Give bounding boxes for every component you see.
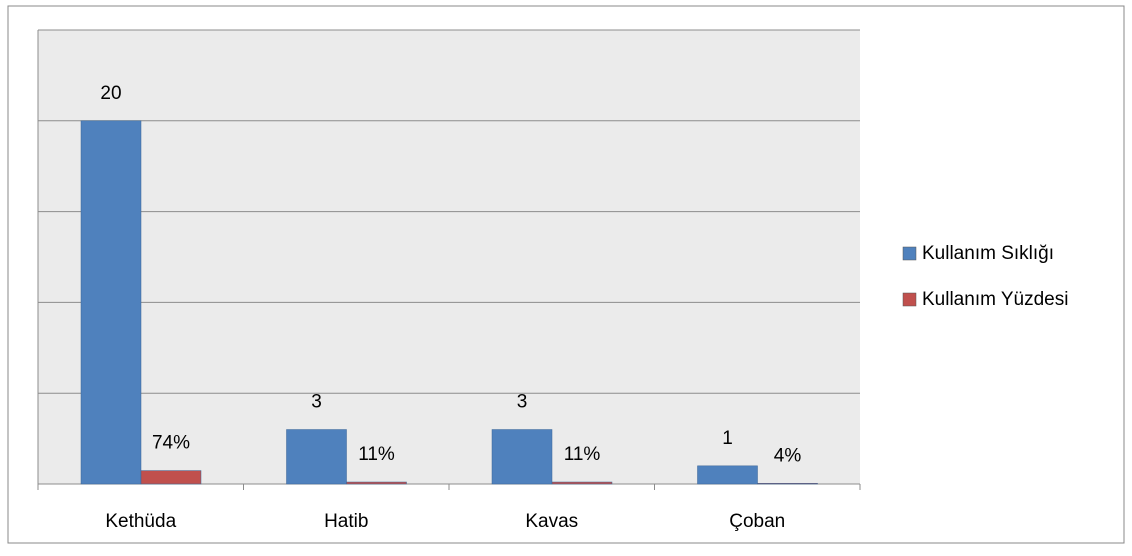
data-label: 3	[517, 392, 528, 413]
legend-label: Kullanım Yüzdesi	[922, 289, 1068, 310]
data-label: 4%	[774, 445, 802, 466]
x-tick-label: Kethüda	[105, 511, 176, 532]
data-label: 11%	[564, 444, 601, 465]
legend-swatch	[902, 292, 917, 307]
bar	[757, 483, 818, 485]
data-label: 11%	[358, 444, 395, 465]
x-tick-label: Çoban	[729, 511, 785, 532]
data-label: 3	[311, 392, 322, 413]
bar	[346, 481, 407, 485]
legend-label: Kullanım Sıklığı	[922, 243, 1054, 264]
bar	[551, 481, 613, 485]
x-tick-label: Kavas	[525, 511, 578, 532]
plot-area	[38, 30, 860, 484]
data-label: 20	[100, 83, 121, 104]
data-label: 1	[722, 428, 733, 449]
bar	[286, 429, 347, 485]
data-label: 74%	[152, 433, 190, 454]
bar	[491, 429, 553, 485]
bar	[80, 120, 142, 485]
x-tick-label: Hatib	[324, 511, 368, 532]
bar	[697, 465, 758, 485]
legend-swatch	[902, 246, 917, 261]
bar	[140, 470, 202, 485]
